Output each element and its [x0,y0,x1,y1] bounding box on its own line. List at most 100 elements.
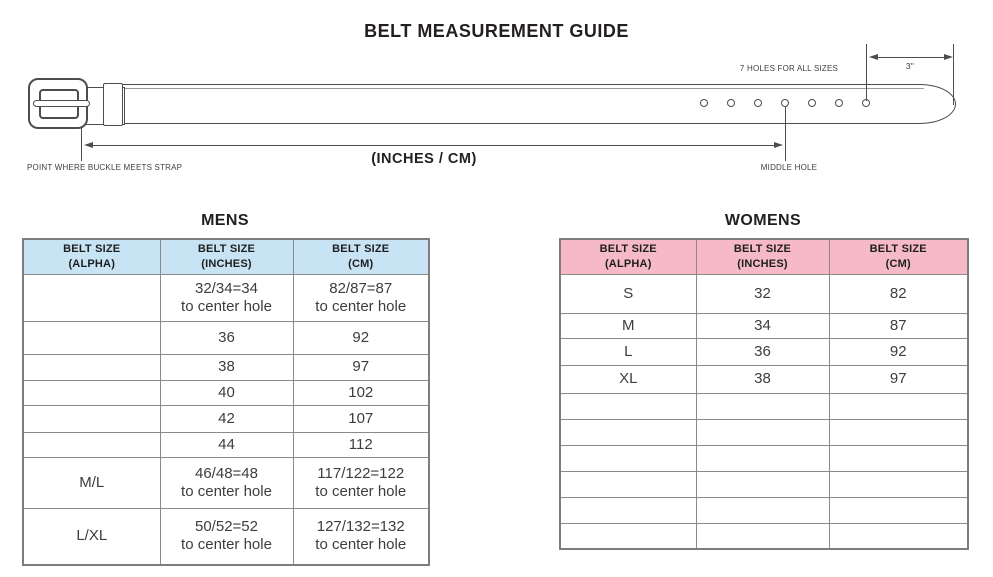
length-units-label: (INCHES / CM) [371,151,477,167]
tip-dimension-extension-line-right [953,44,954,105]
belt-stitch-line [124,87,924,89]
table-row [559,522,969,550]
buckle-point-label: POINT WHERE BUCKLE MEETS STRAP [27,163,183,172]
cell-cm: 127/132=132 to center hole [292,507,430,566]
table-row: 40 102 [22,379,430,406]
arrowhead-right-icon [944,54,953,60]
womens-column-header-cm: BELT SIZE (CM) [828,238,969,275]
arrowhead-left-icon [84,141,93,148]
cell-inches: 36 [159,320,294,355]
arrowhead-right-icon [774,141,783,148]
table-row: XL 38 97 [559,364,969,394]
cell-alpha: L [559,337,697,366]
cell-alpha [22,431,161,458]
cell-alpha [559,522,697,550]
cell-alpha [22,404,161,433]
table-row: 44 112 [22,431,430,458]
cell-cm: 117/122=122 to center hole [292,456,430,509]
middle-hole-label: MIDDLE HOLE [760,163,818,172]
cell-cm [828,418,969,446]
womens-column-header-inches: BELT SIZE (INCHES) [695,238,830,275]
table-row [559,444,969,472]
buckle-point-leader-line [81,127,82,161]
womens-table-heading: WOMENS [724,212,802,229]
belt-hole [754,99,762,107]
womens-column-header-alpha: BELT SIZE (ALPHA) [559,238,697,275]
table-row: 38 97 [22,353,430,381]
cell-inches: 32/34=34 to center hole [159,273,294,322]
cell-inches [695,418,830,446]
middle-hole-leader-line [785,107,786,161]
mens-table-heading: MENS [201,212,249,229]
cell-inches [695,444,830,472]
belt-hole-middle [781,99,789,107]
mens-column-header-alpha: BELT SIZE (ALPHA) [22,238,161,275]
cell-inches: 38 [695,364,830,394]
mens-header-row: BELT SIZE (ALPHA) BELT SIZE (INCHES) BEL… [22,238,430,275]
mens-column-header-inches: BELT SIZE (INCHES) [159,238,294,275]
cell-alpha: S [559,273,697,314]
cell-cm [828,444,969,472]
cell-inches: 32 [695,273,830,314]
cell-cm: 112 [292,431,430,458]
cell-alpha [559,470,697,498]
cell-cm: 92 [828,337,969,366]
cell-inches: 36 [695,337,830,366]
page-title: BELT MEASUREMENT GUIDE [364,21,629,41]
cell-alpha [559,392,697,420]
table-row: M/L 46/48=48 to center hole 117/122=122 … [22,456,430,509]
table-row [559,496,969,524]
length-dimension-line [91,144,776,146]
cell-cm: 92 [292,320,430,355]
cell-inches: 40 [159,379,294,406]
tip-distance-label: 3" [905,61,915,71]
cell-inches [695,470,830,498]
cell-cm [828,470,969,498]
cell-alpha [22,353,161,381]
table-row [559,470,969,498]
cell-alpha [559,444,697,472]
cell-inches [695,522,830,550]
table-row: 36 92 [22,320,430,355]
belt-hole [808,99,816,107]
cell-cm [828,392,969,420]
table-row: M 34 87 [559,312,969,339]
table-row: 32/34=34 to center hole 82/87=87 to cent… [22,273,430,322]
cell-cm [828,522,969,550]
cell-alpha [22,379,161,406]
belt-strap [120,84,956,124]
cell-alpha: L/XL [22,507,161,566]
cell-inches: 34 [695,312,830,339]
belt-hole [727,99,735,107]
mens-size-table: BELT SIZE (ALPHA) BELT SIZE (INCHES) BEL… [22,238,430,566]
tip-dimension-line [876,56,945,58]
cell-cm: 82/87=87 to center hole [292,273,430,322]
cell-inches: 42 [159,404,294,433]
cell-inches: 44 [159,431,294,458]
cell-cm: 102 [292,379,430,406]
cell-alpha [559,418,697,446]
holes-note-label: 7 HOLES FOR ALL SIZES [739,64,839,73]
cell-cm: 97 [828,364,969,394]
table-row: L 36 92 [559,337,969,366]
cell-alpha: XL [559,364,697,394]
cell-alpha: M [559,312,697,339]
womens-header-row: BELT SIZE (ALPHA) BELT SIZE (INCHES) BEL… [559,238,969,275]
cell-cm: 97 [292,353,430,381]
cell-cm: 82 [828,273,969,314]
tip-dimension-extension-line-left [866,44,867,101]
cell-inches: 50/52=52 to center hole [159,507,294,566]
cell-alpha [22,273,161,322]
cell-cm: 107 [292,404,430,433]
belt-hole [835,99,843,107]
cell-alpha: M/L [22,456,161,509]
cell-alpha [22,320,161,355]
mens-column-header-cm: BELT SIZE (CM) [292,238,430,275]
cell-inches: 38 [159,353,294,381]
cell-inches: 46/48=48 to center hole [159,456,294,509]
table-row: S 32 82 [559,273,969,314]
cell-cm [828,496,969,524]
cell-inches [695,392,830,420]
belt-hole [700,99,708,107]
